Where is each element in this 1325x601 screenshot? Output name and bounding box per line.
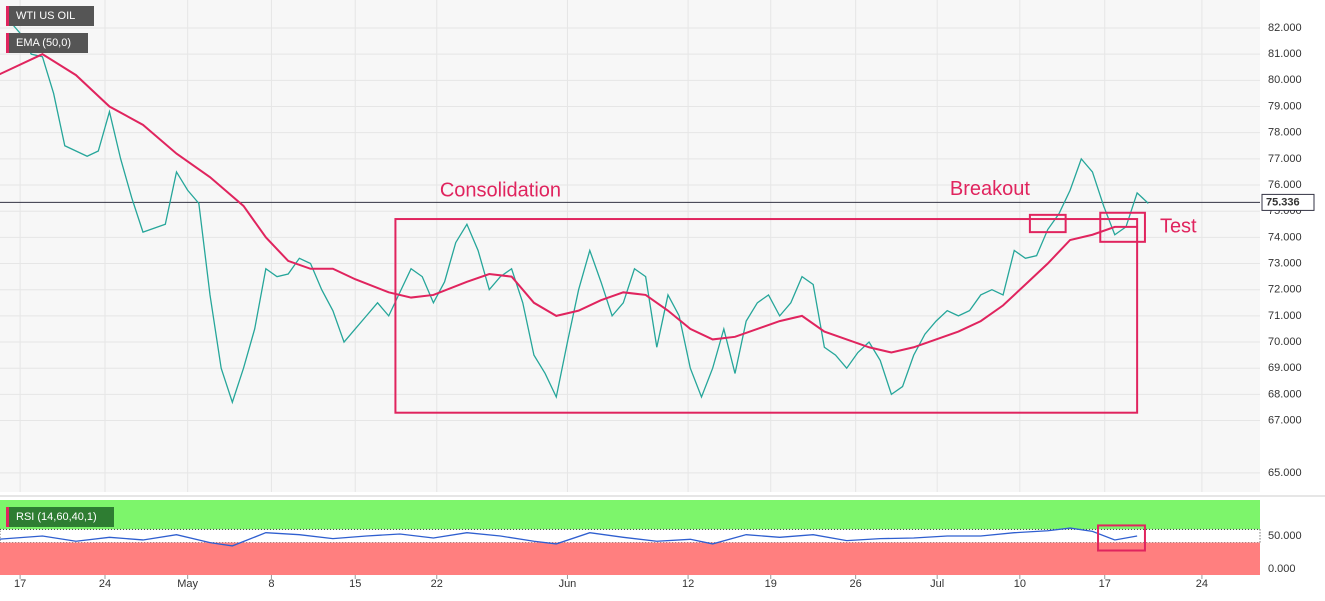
y-tick-label: 69.000 xyxy=(1268,362,1302,374)
legend-box xyxy=(6,33,88,53)
y-tick-label: 67.000 xyxy=(1268,414,1302,426)
last-price-label: 75.336 xyxy=(1266,196,1300,208)
legend-label: WTI US OIL xyxy=(16,10,75,22)
annotation-box xyxy=(394,218,1139,414)
x-tick-label: 24 xyxy=(1196,578,1208,590)
x-tick-label: Jun xyxy=(559,578,577,590)
x-tick-label: 26 xyxy=(850,578,862,590)
legend-label: EMA (50,0) xyxy=(16,37,71,49)
y-tick-label: 68.000 xyxy=(1268,388,1302,400)
y-tick-label: 77.000 xyxy=(1268,153,1302,165)
plot-area xyxy=(0,0,1260,492)
x-tick-label: Jul xyxy=(930,578,944,590)
neutral-zone xyxy=(0,528,1261,544)
legend-swatch xyxy=(6,6,9,26)
x-tick-label: 24 xyxy=(99,578,111,590)
annotation-label: Test xyxy=(1160,216,1197,238)
legend-swatch xyxy=(6,507,9,527)
x-tick-label: 8 xyxy=(268,578,274,590)
y-tick-label: 0.000 xyxy=(1268,563,1296,575)
y-tick-label: 80.000 xyxy=(1268,74,1302,86)
x-tick-label: 17 xyxy=(1099,578,1111,590)
last-price-tag xyxy=(1261,193,1315,211)
annotation-box xyxy=(1099,211,1146,243)
y-tick-label: 76.000 xyxy=(1268,179,1302,191)
x-tick-label: 10 xyxy=(1014,578,1026,590)
legend-label: RSI (14,60,40,1) xyxy=(16,511,97,523)
oversold-zone xyxy=(0,542,1260,575)
y-tick-label: 82.000 xyxy=(1268,22,1302,34)
y-tick-label: 73.000 xyxy=(1268,257,1302,269)
y-tick-label: 72.000 xyxy=(1268,284,1302,296)
x-tick-label: 12 xyxy=(682,578,694,590)
y-tick-label: 70.000 xyxy=(1268,336,1302,348)
y-tick-label: 74.000 xyxy=(1268,231,1302,243)
annotation-box xyxy=(1028,213,1067,234)
legend-box xyxy=(6,507,114,527)
y-tick-label: 65.000 xyxy=(1268,467,1302,479)
x-tick-label: May xyxy=(177,578,198,590)
x-tick-label: 22 xyxy=(431,578,443,590)
x-tick-label: 17 xyxy=(14,578,26,590)
legend-swatch xyxy=(6,33,9,53)
indicator-line xyxy=(0,527,1138,547)
y-tick-label: 50.000 xyxy=(1268,530,1302,542)
y-tick-label: 71.000 xyxy=(1268,310,1302,322)
x-tick-label: 19 xyxy=(765,578,777,590)
y-tick-label: 78.000 xyxy=(1268,127,1302,139)
y-tick-label: 81.000 xyxy=(1268,48,1302,60)
annotation-label: Breakout xyxy=(950,178,1030,200)
annotation-box xyxy=(1097,524,1146,552)
annotation-label: Consolidation xyxy=(440,179,561,201)
price-line xyxy=(8,19,1149,405)
x-tick-label: 15 xyxy=(349,578,361,590)
indicator-line xyxy=(0,53,1138,354)
legend-box xyxy=(6,6,94,26)
overbought-zone xyxy=(0,500,1260,530)
y-tick-label: 79.000 xyxy=(1268,100,1302,112)
